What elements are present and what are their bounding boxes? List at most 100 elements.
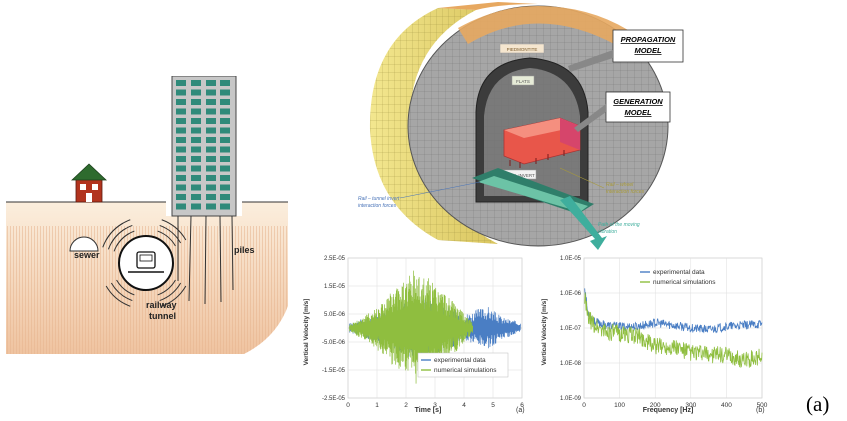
building-window — [220, 127, 230, 134]
propagation-model-box: PROPAGATION MODEL — [612, 29, 684, 63]
chart-a-ylabel: Vertical Velocity [m/s] — [303, 299, 310, 366]
svg-text:interaction forces: interaction forces — [358, 203, 397, 209]
chart-b-ytick: 1.0E-06 — [560, 291, 582, 297]
chart-b-series-line — [584, 292, 763, 368]
chart-a-xtick: 2 — [404, 402, 408, 409]
building-window — [220, 175, 230, 181]
tag-mid: FLATS — [516, 79, 530, 84]
building-window — [206, 175, 216, 181]
building-window — [191, 165, 201, 172]
chart-b-xtick: 100 — [614, 402, 625, 409]
svg-text:interaction forces: interaction forces — [606, 189, 645, 195]
svg-text:GENERATION: GENERATION — [613, 97, 663, 106]
chart-a-xtick: 5 — [491, 402, 495, 409]
building-window — [206, 118, 216, 124]
building-window — [220, 156, 230, 162]
rail-wheel-label: Rail – wheel — [606, 182, 634, 188]
chart-b-xlabel: Frequency [Hz] — [643, 407, 694, 414]
building-window — [206, 89, 216, 96]
building-window — [191, 194, 201, 200]
house-icon — [70, 163, 108, 203]
building-window — [176, 156, 186, 162]
chart-b-ytick: 1.0E-08 — [560, 361, 582, 367]
building-window — [176, 184, 186, 191]
building-window — [191, 175, 201, 181]
sewer-label: sewer — [74, 250, 100, 260]
chart-b-xtick: 300 — [685, 402, 696, 409]
building-window — [220, 194, 230, 200]
chart-a-xtick: 3 — [433, 402, 437, 409]
chart-b-ytick: 1.0E-05 — [560, 256, 582, 262]
chart-b-series-line — [584, 288, 763, 334]
urban-tunnel-diagram: sewer piles railway tunnel — [6, 76, 288, 354]
building-window — [191, 203, 201, 210]
building-window — [220, 118, 230, 124]
building-window — [176, 175, 186, 181]
vibration-waves — [102, 219, 187, 307]
building-window — [206, 184, 216, 191]
building-window — [191, 156, 201, 162]
svg-text:experimental data: experimental data — [434, 357, 486, 364]
building-window — [220, 89, 230, 96]
chart-b-ylabel: Vertical Velocity [m/s] — [541, 299, 548, 366]
train-model — [503, 117, 581, 168]
building-window — [176, 137, 186, 143]
time-history-chart: 0 1 2 3 4 5 6 2.5E-05 1.5E-05 5.0E-06 -5.0E-06 -1.5… — [300, 250, 534, 418]
chart-b-ytick: 1.0E-07 — [560, 326, 582, 332]
tunnel-label: tunnel — [149, 311, 176, 321]
svg-text:numerical simulations: numerical simulations — [653, 279, 716, 286]
svg-text:PROPAGATION: PROPAGATION — [621, 35, 676, 44]
chart-b-panel-label: (b) — [756, 407, 765, 414]
building-window — [206, 203, 216, 210]
building-window — [220, 146, 230, 153]
building-window — [206, 127, 216, 134]
piles — [177, 215, 234, 305]
chart-a-ytick: 1.5E-05 — [324, 284, 346, 290]
building-window — [220, 203, 230, 210]
building-window — [191, 127, 201, 134]
building-window — [220, 165, 230, 172]
building-window — [206, 146, 216, 153]
chart-a-ytick: -1.5E-05 — [322, 368, 346, 374]
chart-a-xtick: 1 — [375, 402, 379, 409]
chart-b-ytick: 1.0E-09 — [560, 396, 582, 402]
svg-text:MODEL: MODEL — [624, 108, 652, 117]
railway-label: railway — [146, 300, 177, 310]
building-window — [206, 194, 216, 200]
svg-text:numerical simulations: numerical simulations — [434, 367, 497, 374]
chart-a-xlabel: Time [s] — [415, 407, 442, 414]
building-window — [220, 184, 230, 191]
chart-a-ytick: 2.5E-05 — [324, 256, 346, 262]
chart-b-xtick: 200 — [650, 402, 661, 409]
chart-b-xtick: 400 — [721, 402, 732, 409]
building-window — [191, 118, 201, 124]
building-window — [191, 80, 201, 86]
rail-tunnel-label: Rail – tunnel invert — [358, 196, 400, 202]
vibration-path-label: Path of the moving — [598, 222, 640, 228]
svg-text:MODEL: MODEL — [634, 46, 662, 55]
chart-a-xtick: 0 — [346, 402, 350, 409]
chart-b-legend: experimental data numerical simulations — [640, 269, 716, 286]
building-window — [176, 194, 186, 200]
building — [171, 76, 237, 217]
svg-text:vibration: vibration — [598, 229, 617, 235]
building-window — [176, 146, 186, 153]
svg-text:experimental data: experimental data — [653, 269, 705, 276]
chart-a-xtick: 4 — [462, 402, 466, 409]
chart-b-xtick: 500 — [757, 402, 768, 409]
building-window — [206, 99, 216, 105]
building-window — [206, 108, 216, 115]
building-window — [191, 184, 201, 191]
building-window — [191, 99, 201, 105]
building-window — [220, 108, 230, 115]
building-window — [206, 137, 216, 143]
piles-label: piles — [234, 245, 255, 255]
building-window — [206, 80, 216, 86]
generation-model-box: GENERATION MODEL — [605, 91, 671, 123]
building-window — [176, 89, 186, 96]
railway-tunnel — [118, 235, 174, 291]
chart-a-legend: experimental data numerical simulations — [417, 352, 509, 378]
chart-a-ytick: -5.0E-06 — [322, 340, 346, 346]
chart-a-ytick: 5.0E-06 — [324, 312, 346, 318]
building-window — [191, 146, 201, 153]
